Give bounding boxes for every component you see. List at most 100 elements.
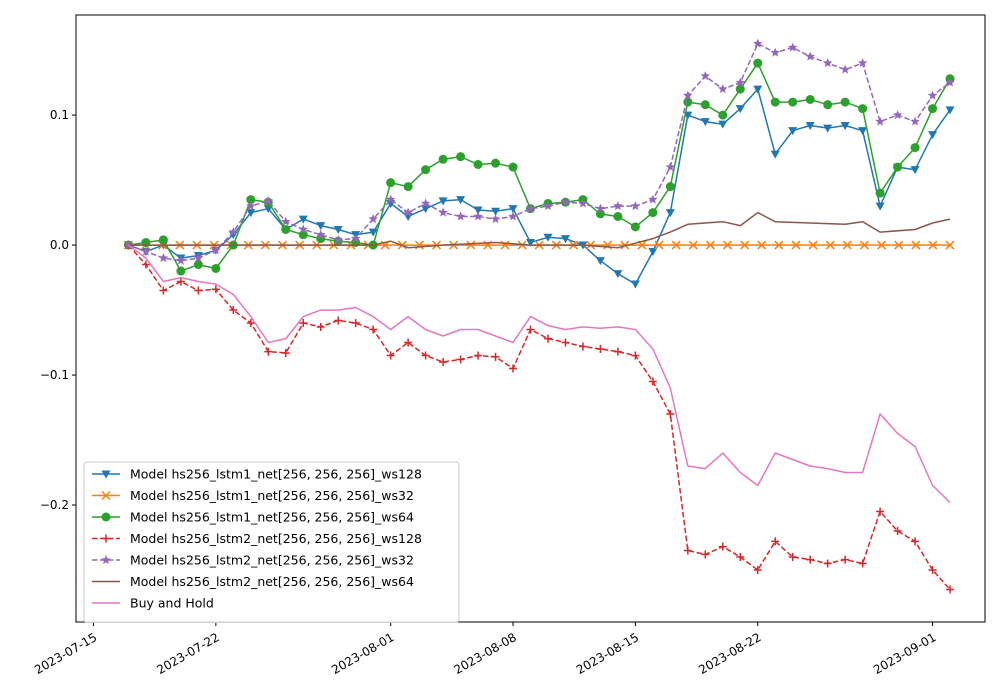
data-point xyxy=(595,203,606,213)
data-point xyxy=(526,325,535,334)
data-point xyxy=(841,555,850,564)
series-5 xyxy=(123,38,955,265)
data-point xyxy=(176,255,186,265)
data-point xyxy=(456,152,466,162)
series-line xyxy=(128,88,951,285)
data-point xyxy=(875,202,885,211)
legend-entry: Model hs256_lstm2_net[256, 256, 256]_ws6… xyxy=(92,574,414,589)
data-point xyxy=(613,201,623,211)
legend-marker xyxy=(102,534,110,543)
data-point xyxy=(613,270,623,279)
y-tick-label: −0.1 xyxy=(40,368,69,382)
data-point xyxy=(193,260,203,270)
series-4 xyxy=(124,241,955,594)
data-point xyxy=(333,225,343,234)
data-point xyxy=(211,245,221,255)
data-point xyxy=(561,338,570,347)
data-point xyxy=(281,224,291,234)
data-point xyxy=(774,240,784,250)
legend-entry: Buy and Hold xyxy=(92,596,214,611)
data-point xyxy=(630,201,641,211)
data-point xyxy=(875,188,885,198)
data-point xyxy=(368,214,378,224)
data-point xyxy=(858,559,867,568)
data-point xyxy=(560,235,570,244)
data-point xyxy=(281,348,290,357)
data-point xyxy=(928,240,938,250)
data-point xyxy=(350,233,361,243)
legend-label: Model hs256_lstm2_net[256, 256, 256]_ws1… xyxy=(130,531,422,546)
series-line xyxy=(128,42,951,262)
data-point xyxy=(596,345,605,354)
data-point xyxy=(509,364,518,373)
data-point xyxy=(671,240,681,250)
data-point xyxy=(299,319,308,328)
data-point xyxy=(877,240,887,250)
data-point xyxy=(788,553,797,562)
data-point xyxy=(316,222,326,231)
data-point xyxy=(526,238,535,247)
data-point xyxy=(705,240,715,250)
data-point xyxy=(945,77,955,87)
data-point xyxy=(757,240,767,250)
data-point xyxy=(246,195,256,205)
data-point xyxy=(176,266,186,276)
data-point xyxy=(752,38,763,48)
data-point xyxy=(928,104,938,114)
data-point xyxy=(770,97,780,107)
legend-marker xyxy=(101,470,111,479)
plot-frame xyxy=(75,14,986,623)
data-point xyxy=(543,233,553,242)
series-layer xyxy=(123,38,955,594)
data-point xyxy=(791,240,801,250)
y-tick-label: 0.1 xyxy=(50,108,69,122)
data-point xyxy=(893,527,902,536)
data-point xyxy=(927,90,938,100)
data-point xyxy=(438,154,448,164)
data-point xyxy=(910,116,920,126)
data-point xyxy=(141,260,150,269)
data-point xyxy=(700,118,710,127)
data-point xyxy=(771,537,780,546)
data-point xyxy=(595,257,605,266)
data-point xyxy=(421,165,431,175)
data-point xyxy=(825,240,835,250)
data-point xyxy=(808,240,818,250)
data-point xyxy=(718,84,728,94)
data-point xyxy=(753,85,763,94)
data-point xyxy=(246,201,256,211)
data-point xyxy=(194,286,203,295)
data-point xyxy=(701,550,710,559)
data-point xyxy=(648,248,658,257)
data-point xyxy=(578,342,587,351)
data-point xyxy=(875,116,885,126)
data-point xyxy=(455,211,466,221)
data-point xyxy=(211,285,220,294)
legend: Model hs256_lstm1_net[256, 256, 256]_ws1… xyxy=(83,461,460,623)
series-line xyxy=(127,244,951,503)
data-point xyxy=(823,559,832,568)
data-point xyxy=(718,120,728,129)
data-point xyxy=(857,58,868,68)
data-point xyxy=(263,195,274,205)
data-point xyxy=(229,306,238,315)
data-point xyxy=(386,178,396,188)
data-point xyxy=(386,351,395,360)
legend-label: Model hs256_lstm1_net[256, 256, 256]_ws6… xyxy=(130,510,414,525)
series-line xyxy=(128,211,951,249)
data-point xyxy=(683,546,692,555)
data-point xyxy=(264,347,273,356)
legend-entry: Model hs256_lstm1_net[256, 256, 256]_ws3… xyxy=(92,488,414,503)
data-point xyxy=(823,124,833,133)
data-point xyxy=(805,94,815,104)
data-point xyxy=(421,205,431,214)
data-point xyxy=(246,319,255,328)
data-point xyxy=(822,58,833,68)
data-point xyxy=(631,351,640,360)
y-axis: 0.1 0.0 −0.1 −0.2 xyxy=(40,108,76,512)
data-point xyxy=(946,585,955,594)
data-point xyxy=(735,105,745,114)
data-point xyxy=(404,338,413,347)
data-point xyxy=(718,542,727,551)
